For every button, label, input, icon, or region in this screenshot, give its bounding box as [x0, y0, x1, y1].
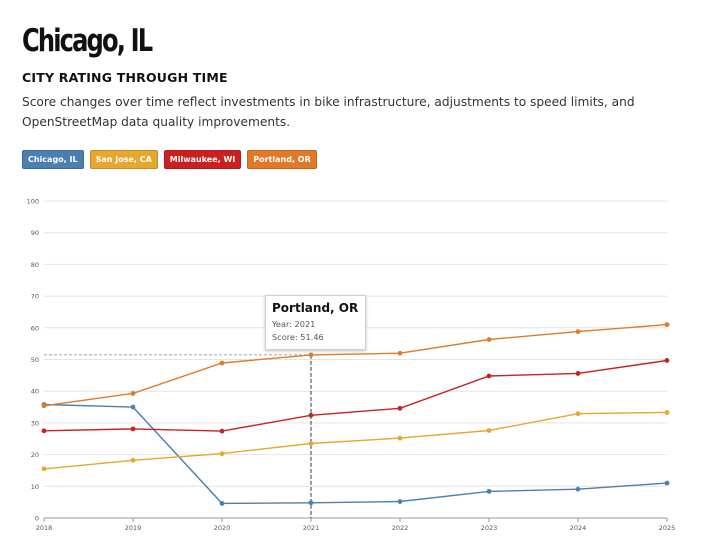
tooltip: Portland, OR Year: 2021 Score: 51.46	[265, 294, 367, 350]
y-tick-label: 0	[35, 515, 39, 523]
line-chart: 0 10 20 30 40 50 60 70 80 90 100 2018 2019 2020 2021 20…	[27, 198, 676, 533]
y-tick-label: 80	[31, 261, 39, 269]
y-tick-label: 10	[31, 483, 39, 491]
x-tick-label: 2019	[125, 524, 142, 532]
data-point-milwaukee-wi	[41, 428, 47, 434]
data-point-san-jose-ca	[41, 466, 47, 472]
data-point-chicago-il	[575, 486, 581, 492]
page-title: Chicago, IL	[22, 23, 153, 59]
data-point-chicago-il	[486, 488, 492, 494]
data-point-portland-or	[664, 322, 670, 328]
data-point-chicago-il	[397, 499, 403, 504]
y-tick-label: 30	[31, 419, 39, 427]
series-line-san-jose-ca	[43, 411, 668, 470]
data-point-san-jose-ca	[575, 411, 581, 417]
tooltip-score: Score: 51.46	[272, 331, 324, 342]
series-line-milwaukee-wi	[43, 359, 668, 432]
y-tick-label: 50	[31, 356, 39, 364]
legend-button-portland[interactable]: Portland, OR	[247, 150, 317, 169]
data-point-milwaukee-wi	[308, 412, 314, 418]
y-tick-label: 100	[27, 198, 39, 206]
legend-button-milwaukee[interactable]: Milwaukee, WI	[163, 150, 242, 169]
data-point-chicago-il	[219, 501, 225, 506]
data-point-portland-or	[486, 337, 492, 342]
data-point-chicago-il	[308, 500, 314, 506]
data-point-portland-or	[575, 329, 581, 335]
x-tick-label: 2020	[214, 524, 231, 532]
y-tick-label: 20	[31, 451, 39, 459]
data-point-milwaukee-wi	[397, 405, 403, 411]
y-tick-label: 40	[31, 388, 39, 396]
x-tick-label: 2021	[303, 524, 320, 532]
data-point-san-jose-ca	[664, 410, 670, 415]
data-point-portland-or	[397, 350, 403, 356]
data-point-san-jose-ca	[219, 451, 225, 457]
data-point-portland-or	[308, 352, 314, 358]
data-point-portland-or	[219, 360, 225, 366]
series-line-chicago-il	[43, 403, 668, 505]
x-tick-label: 2022	[392, 524, 409, 532]
data-point-milwaukee-wi	[486, 373, 492, 379]
chart-description: Score changes over time reflect investme…	[22, 95, 635, 129]
tooltip-city: Portland, OR	[272, 300, 359, 315]
data-point-san-jose-ca	[486, 428, 492, 433]
y-tick-label: 60	[31, 324, 39, 332]
data-point-milwaukee-wi	[664, 358, 670, 363]
chart-subtitle: CITY RATING THROUGH TIME	[22, 70, 228, 85]
data-point-san-jose-ca	[308, 441, 314, 446]
data-point-chicago-il	[664, 480, 670, 486]
x-tick-label: 2024	[570, 524, 587, 532]
data-point-portland-or	[130, 391, 136, 396]
data-point-san-jose-ca	[130, 457, 136, 463]
x-tick-label: 2023	[481, 524, 498, 532]
data-point-milwaukee-wi	[219, 428, 225, 434]
x-tick-label: 2018	[36, 524, 53, 532]
legend: Chicago, IL San Jose, CA Milwaukee, WI P…	[22, 150, 317, 169]
data-point-san-jose-ca	[397, 435, 403, 441]
data-point-milwaukee-wi	[130, 426, 136, 432]
legend-button-chicago[interactable]: Chicago, IL	[22, 150, 84, 169]
data-point-chicago-il	[130, 404, 136, 410]
data-point-milwaukee-wi	[575, 371, 581, 376]
legend-button-san-jose[interactable]: San Jose, CA	[89, 150, 158, 169]
y-tick-label: 70	[31, 293, 39, 301]
tooltip-year: Year: 2021	[272, 318, 316, 329]
y-tick-label: 90	[31, 229, 39, 237]
series-line-portland-or	[43, 323, 668, 407]
x-tick-label: 2025	[659, 524, 676, 532]
data-point-portland-or	[41, 403, 47, 409]
